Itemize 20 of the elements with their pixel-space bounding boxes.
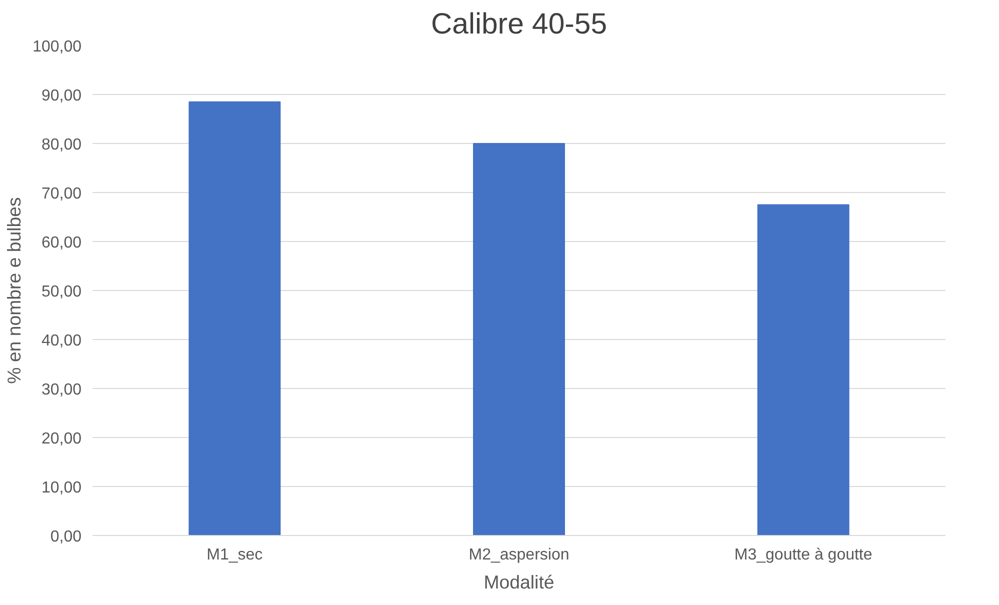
y-tick-label: 0,00 [50, 528, 82, 546]
y-tick-label: 20,00 [41, 430, 82, 448]
chart-title: Calibre 40-55 [430, 8, 608, 40]
x-axis-title: Modalité [484, 572, 554, 592]
y-tick-label: 40,00 [41, 332, 82, 350]
y-tick-label: 60,00 [41, 234, 82, 252]
y-axis-title: % en nombre e bulbes [4, 197, 25, 384]
y-tick-label: 100,00 [32, 38, 82, 56]
y-tick-label: 70,00 [41, 186, 82, 202]
y-tick-label: 10,00 [41, 480, 82, 496]
bar [757, 204, 850, 536]
bar [473, 143, 565, 536]
x-tick-label: M2_aspersion [468, 546, 570, 564]
y-tick-label: 30,00 [41, 382, 82, 398]
bar [188, 101, 281, 536]
x-tick-label: M1_sec [206, 546, 263, 564]
x-tick-label: M3_goutte à goutte [734, 546, 872, 564]
y-tick-label: 50,00 [41, 284, 82, 300]
y-tick-label: 80,00 [41, 136, 82, 154]
y-tick-label: 90,00 [41, 88, 82, 104]
